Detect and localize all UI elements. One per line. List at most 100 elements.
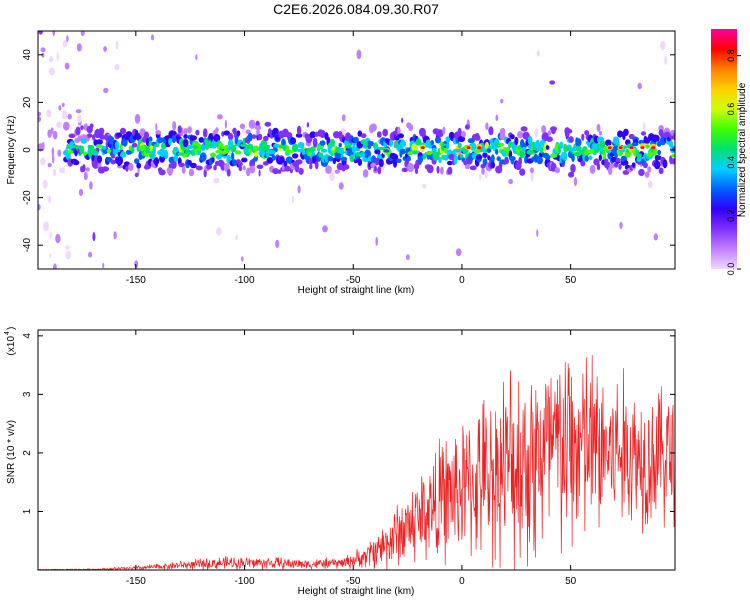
spectrogram-cell (263, 135, 269, 142)
spectrogram-cell (227, 132, 234, 141)
spectrogram-cell (245, 152, 251, 157)
spectrogram-cell (623, 160, 629, 166)
spectrogram-cell (75, 126, 81, 136)
spectrogram-cell (430, 140, 435, 146)
spectrogram-cell (92, 134, 96, 141)
spectrogram-cell (640, 131, 647, 136)
spectrogram-cell (128, 162, 134, 172)
spectrogram-cell (309, 146, 316, 152)
spectrogram-cell (47, 129, 52, 138)
spectrogram-cell (495, 148, 499, 155)
spectrogram-cell (187, 160, 192, 165)
spectrogram-cell (67, 150, 74, 154)
spectrogram-cell (598, 154, 603, 161)
spectrogram-cell (61, 102, 65, 107)
spectrogram-cell (223, 130, 230, 136)
snr-y-ticks: 1 2 3 4 (22, 333, 675, 514)
spectrogram-cell (618, 146, 623, 150)
spectrogram-cell (123, 161, 130, 166)
spectrogram-cell (125, 165, 129, 172)
spectrogram-cell (522, 131, 530, 140)
spectrogram-cell (198, 137, 205, 143)
spectrogram-cell (272, 168, 279, 175)
spectrogram-cell (461, 130, 466, 138)
spectrogram-cell (217, 114, 223, 120)
spectrogram-cell (464, 124, 470, 130)
spectrogram-cell (457, 127, 462, 137)
spectrogram-cell (40, 47, 46, 53)
y-tick-label: 3 (22, 391, 33, 397)
spectrogram-cell (166, 166, 174, 175)
spectrogram-cell (47, 162, 52, 168)
spectrogram-cell (203, 168, 207, 178)
spectrogram-cell (173, 146, 179, 152)
spectrogram-cell (446, 142, 450, 150)
spectrogram-cell (248, 165, 256, 174)
spectrogram-cell (547, 130, 552, 136)
spectrogram-cell (440, 166, 444, 175)
spectrogram-cell (52, 31, 56, 36)
spectrogram-cell (294, 165, 300, 173)
spectrogram-cell (278, 144, 284, 149)
spectrogram-cell (599, 140, 606, 148)
spectrogram-cell (82, 151, 88, 156)
spectrogram-cell (438, 157, 442, 164)
spectrogram-cell (199, 152, 207, 162)
spectrogram-cell (334, 169, 340, 174)
x-tick-label: -150 (126, 275, 146, 286)
spectrogram-cell (540, 146, 544, 154)
spectrogram-cell (119, 156, 123, 165)
spectrogram-cell (307, 152, 312, 157)
spectrogram-cell (473, 134, 481, 141)
y-tick-label: -20 (22, 190, 33, 205)
spectrogram-cell (631, 162, 636, 169)
spectrogram-cell (241, 157, 248, 163)
spectrogram-cell (68, 133, 76, 139)
spectrogram-cell (496, 156, 501, 162)
spectrogram-cell (85, 167, 90, 172)
spectrogram-cell (514, 136, 519, 146)
spectrogram-cell (257, 133, 263, 141)
spectrogram-cell (554, 167, 561, 174)
spectrogram-cell (551, 128, 556, 135)
spectrogram-cell (102, 262, 105, 269)
spectrogram-cell (80, 138, 88, 144)
x-tick-label: -50 (346, 275, 361, 286)
spectrogram-cell (235, 234, 238, 241)
spectrogram-cell (53, 263, 57, 269)
spectrogram-cell (327, 155, 334, 162)
spectrogram-cell (629, 146, 634, 150)
spectrogram-cell (638, 139, 645, 145)
spectrogram-cell (482, 158, 488, 167)
spectrogram-cell (377, 166, 382, 175)
spectrogram-cell (521, 146, 527, 152)
spectrogram-cell (232, 127, 237, 135)
spectrogram-cell (306, 122, 310, 128)
spectrogram-cell (56, 51, 59, 62)
spectrogram-cell (248, 119, 256, 129)
spectrogram-cell (541, 125, 547, 134)
spectrogram-cell (369, 141, 374, 147)
spectrogram-cell (426, 164, 434, 174)
x-tick-label: 50 (565, 275, 577, 286)
spectrogram-cell (183, 127, 188, 136)
spectrogram-cell (114, 63, 120, 71)
spectrogram-cell (247, 132, 253, 142)
spectrogram-cell (653, 147, 657, 157)
colorbar-ticks: 0.0 0.2 0.4 0.6 0.8 (726, 49, 741, 275)
spectrogram-cell (645, 144, 650, 149)
spectrogram-cell (510, 134, 515, 140)
spectrogram-cell (191, 145, 199, 149)
spectrogram-cell (88, 251, 93, 258)
spectrogram-cell (642, 162, 648, 169)
spectrogram-cell (402, 167, 408, 172)
spectrogram-cell (362, 169, 369, 178)
spectrogram-cell (149, 153, 154, 159)
spectrogram-cell (407, 151, 414, 156)
spectrogram-cell (434, 136, 442, 144)
snr-panel: -150 -100 -50 0 50 1 2 3 4 Height of straight l… (4, 327, 676, 597)
spectrogram-cell (445, 136, 451, 143)
spectrogram-cell (56, 121, 63, 129)
spectrogram-cell (357, 158, 363, 166)
spectrogram-cell (475, 154, 483, 160)
